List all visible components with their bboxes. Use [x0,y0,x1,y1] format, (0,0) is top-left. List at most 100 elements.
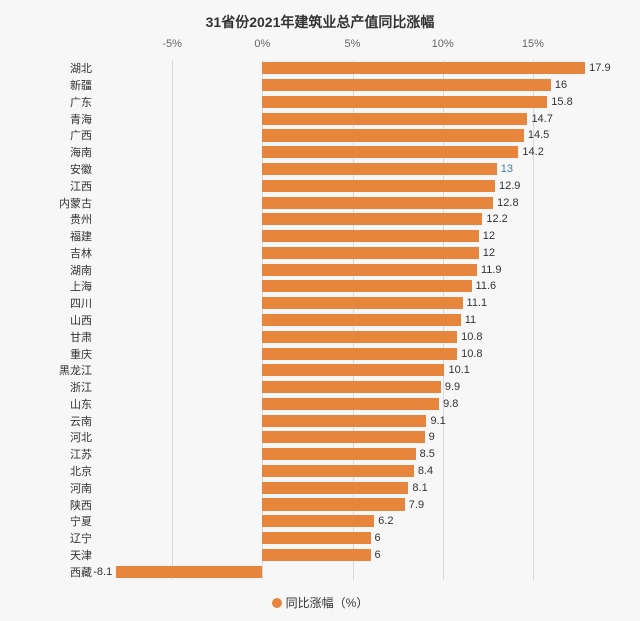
bar [262,264,477,276]
bar [262,465,414,477]
y-axis-label: 西藏 [70,564,92,580]
value-label: 16 [555,79,567,91]
bar [116,566,262,578]
value-label: 11.6 [476,280,497,292]
value-label: 8.1 [412,482,427,494]
value-label: 13 [501,163,513,175]
value-label: 9.9 [445,381,460,393]
value-label: 14.7 [531,113,552,125]
y-axis-label: 河南 [70,480,92,496]
legend-label: 同比涨幅（%） [286,596,369,610]
value-label: 11.1 [467,297,488,309]
bar [262,398,439,410]
bar [262,448,415,460]
value-label: 12.2 [486,213,507,225]
y-axis-label: 河北 [70,429,92,445]
value-label: 8.5 [420,448,435,460]
y-axis-label: 宁夏 [70,513,92,529]
value-label: 14.5 [528,129,549,141]
y-axis-label: 青海 [70,111,92,127]
y-axis-label: 广东 [70,94,92,110]
bar [262,113,527,125]
value-label: 12.9 [499,180,520,192]
bar [262,79,551,91]
value-label: 12.8 [497,197,518,209]
chart-container: 31省份2021年建筑业总产值同比涨幅 -5%0%5%10%15%17.9161… [0,0,640,621]
bar [262,532,370,544]
bar [262,515,374,527]
value-label: 10.8 [461,331,482,343]
value-label: 15.8 [551,96,572,108]
grid-line [172,60,173,580]
y-axis-label: 湖南 [70,262,92,278]
y-axis-label: 广西 [70,127,92,143]
value-label: 12 [483,247,495,259]
bar [262,348,457,360]
y-axis-label: 上海 [70,278,92,294]
y-axis-label: 云南 [70,413,92,429]
y-axis-label: 甘肃 [70,329,92,345]
bar [262,381,441,393]
x-tick-label: 15% [522,38,544,50]
y-axis-label: 山东 [70,396,92,412]
y-axis-label: 内蒙古 [59,195,92,211]
y-axis-label: 四川 [70,295,92,311]
y-axis-label: 黑龙江 [59,362,92,378]
bar [262,498,404,510]
bar [262,129,524,141]
bar [262,96,547,108]
y-axis-label: 天津 [70,547,92,563]
value-label: -8.1 [93,566,112,578]
y-axis-label: 山西 [70,312,92,328]
y-axis-label: 重庆 [70,346,92,362]
y-axis-label: 北京 [70,463,92,479]
x-tick-label: -5% [162,38,182,50]
bar [262,197,493,209]
y-axis-label: 湖北 [70,60,92,76]
y-axis-label: 浙江 [70,379,92,395]
bar [262,163,496,175]
bar [262,180,495,192]
bar [262,364,444,376]
value-label: 9 [429,431,435,443]
bar [262,431,424,443]
y-axis-label: 江苏 [70,446,92,462]
y-axis-label: 安徽 [70,161,92,177]
value-label: 6 [375,532,381,544]
plot-area: -5%0%5%10%15%17.91615.814.714.514.21312.… [100,60,605,580]
value-label: 10.1 [448,364,469,376]
value-label: 7.9 [409,499,424,511]
bar [262,213,482,225]
bar [262,331,457,343]
value-label: 17.9 [589,62,610,74]
y-axis-label: 海南 [70,144,92,160]
value-label: 10.8 [461,348,482,360]
value-label: 14.2 [522,146,543,158]
chart-title: 31省份2021年建筑业总产值同比涨幅 [0,12,640,32]
value-label: 6.2 [378,515,393,527]
bar [262,62,585,74]
value-label: 9.8 [443,398,458,410]
bar [262,247,478,259]
value-label: 6 [375,549,381,561]
y-axis-label: 吉林 [70,245,92,261]
bar [262,230,478,242]
legend: 同比涨幅（%） [0,594,640,611]
x-tick-label: 5% [345,38,361,50]
bar [262,482,408,494]
y-axis-label: 辽宁 [70,530,92,546]
value-label: 11.9 [481,264,502,276]
y-axis-label: 江西 [70,178,92,194]
value-label: 11 [465,314,476,326]
y-axis-label: 陕西 [70,497,92,513]
y-axis-label: 新疆 [70,77,92,93]
bar [262,415,426,427]
x-tick-label: 0% [254,38,270,50]
value-label: 9.1 [430,415,445,427]
value-label: 8.4 [418,465,433,477]
y-axis-label: 福建 [70,228,92,244]
bar [262,549,370,561]
y-axis-label: 贵州 [70,211,92,227]
bar [262,146,518,158]
value-label: 12 [483,230,495,242]
